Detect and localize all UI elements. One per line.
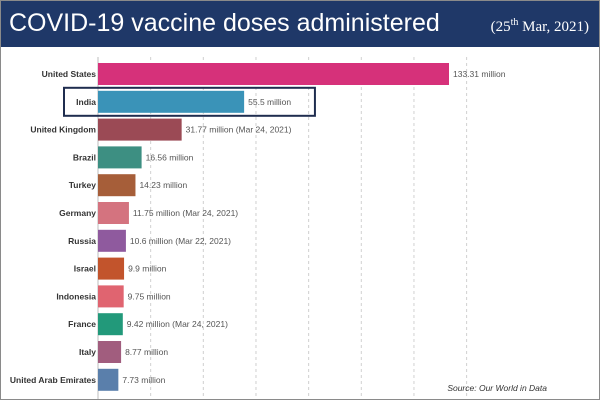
value-label: 11.75 million (Mar 24, 2021) bbox=[133, 208, 238, 218]
value-label: 9.42 million (Mar 24, 2021) bbox=[127, 319, 228, 329]
value-label: 16.56 million bbox=[146, 152, 194, 162]
bar bbox=[98, 368, 119, 391]
bar bbox=[98, 90, 245, 113]
bar bbox=[98, 63, 449, 85]
date-rest: Mar, 2021) bbox=[518, 19, 589, 35]
bar bbox=[98, 313, 123, 336]
category-label: Italy bbox=[79, 347, 96, 357]
bar bbox=[98, 257, 125, 280]
category-label: United States bbox=[42, 69, 97, 79]
category-label: Brazil bbox=[73, 152, 96, 162]
value-label: 7.73 million bbox=[122, 375, 165, 385]
value-label: 10.6 million (Mar 22, 2021) bbox=[130, 236, 231, 246]
value-label: 9.9 million bbox=[128, 264, 167, 274]
value-label: 31.77 million (Mar 24, 2021) bbox=[186, 125, 292, 135]
bar-chart: United States 133.31 million India 55.5 mil… bbox=[10, 57, 506, 399]
category-label: India bbox=[76, 97, 96, 107]
source-note: Source: Our World in Data bbox=[447, 383, 547, 393]
chart-title: COVID-19 vaccine doses administered bbox=[9, 9, 440, 37]
date-open: (25 bbox=[490, 19, 511, 35]
value-label: 55.5 million bbox=[248, 97, 291, 107]
value-label: 9.75 million bbox=[128, 291, 171, 301]
category-label: Israel bbox=[74, 264, 96, 274]
bar bbox=[98, 146, 142, 169]
bar bbox=[98, 202, 129, 224]
bar bbox=[98, 285, 124, 308]
highlight-box bbox=[63, 86, 316, 117]
header-bar: COVID-19 vaccine doses administered (25t… bbox=[1, 1, 599, 47]
date-ordinal-suffix: th bbox=[510, 17, 519, 28]
category-label: France bbox=[68, 319, 96, 329]
category-label: United Kingdom bbox=[30, 125, 96, 135]
category-label: Germany bbox=[59, 208, 96, 218]
bar bbox=[98, 174, 136, 197]
bar bbox=[98, 118, 182, 141]
category-label: Russia bbox=[68, 236, 96, 246]
category-label: Turkey bbox=[69, 180, 97, 190]
bar bbox=[98, 229, 126, 252]
value-label: 14.23 million bbox=[139, 180, 187, 190]
value-label: 8.77 million bbox=[125, 347, 168, 357]
value-label: 133.31 million bbox=[453, 69, 506, 79]
category-label: Indonesia bbox=[56, 291, 96, 301]
date-label: (25th Mar, 2021) bbox=[491, 14, 589, 36]
category-label: United Arab Emirates bbox=[10, 375, 96, 385]
bar bbox=[98, 341, 122, 363]
